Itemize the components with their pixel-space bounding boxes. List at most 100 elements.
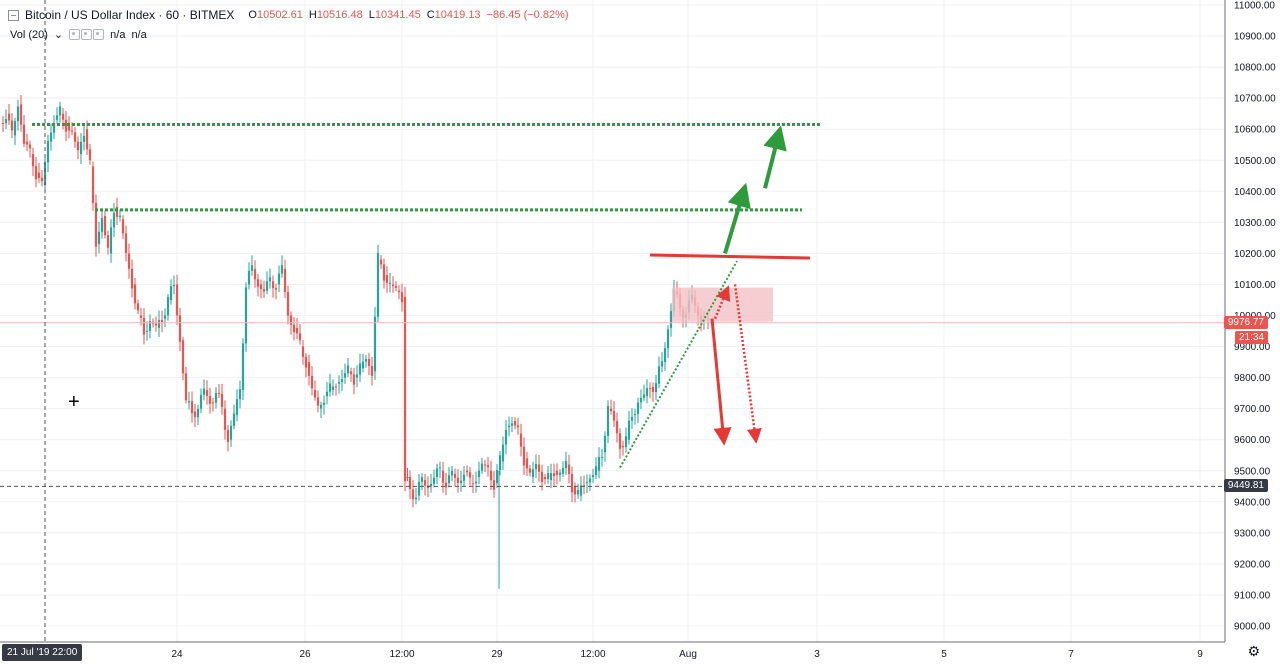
volume-label[interactable]: Vol (20): [10, 28, 48, 41]
candle-body: [304, 356, 308, 368]
collapse-legend-icon[interactable]: [8, 9, 19, 21]
y-tick-label: 9200.00: [1234, 559, 1271, 570]
candle-body: [438, 467, 442, 469]
y-tick-label: 10800.00: [1234, 63, 1276, 74]
candle-body: [450, 470, 454, 476]
candle-body: [319, 404, 323, 409]
candle-body: [136, 303, 140, 311]
candle-body: [85, 129, 89, 150]
crosshair-price-tag: 9449.81: [1223, 479, 1268, 493]
candle-body: [636, 402, 640, 415]
candle-body: [118, 215, 122, 217]
candle-body: [313, 390, 317, 398]
candle-body: [334, 386, 338, 388]
high-value: H10516.48: [308, 9, 363, 21]
candle-body: [1, 122, 5, 124]
candle-body: [606, 406, 610, 436]
candle-body: [564, 461, 568, 469]
y-tick-label: 9000.00: [1234, 622, 1271, 633]
candle-body: [480, 463, 484, 471]
last-price-tag: 9976.77: [1223, 315, 1268, 329]
y-tick-label: 9400.00: [1234, 497, 1271, 508]
candle-body: [660, 361, 664, 367]
candle-body: [400, 292, 404, 303]
crosshair-time-tag: 21 Jul '19 22:00: [2, 644, 83, 661]
candle-body: [376, 253, 380, 317]
candle-body: [352, 374, 356, 385]
candle-body: [546, 473, 550, 480]
candle-body: [423, 480, 427, 486]
y-tick-label: 10900.00: [1234, 32, 1276, 43]
symbol-title[interactable]: Bitcoin / US Dollar Index · 60 · BITMEX: [25, 8, 235, 22]
candle-body: [274, 288, 278, 290]
candle-body: [489, 470, 493, 481]
y-tick-label: 9100.00: [1234, 590, 1271, 601]
y-tick-label: 10300.00: [1234, 218, 1276, 229]
candle-body: [522, 446, 526, 466]
candle-body: [525, 458, 529, 469]
x-tick-label: 3: [814, 649, 820, 660]
candle-body: [417, 481, 421, 496]
candle-body: [226, 429, 230, 442]
candle-body: [355, 374, 359, 378]
candle-body: [37, 172, 41, 178]
candle-body: [627, 420, 631, 440]
candle-body: [645, 388, 649, 397]
close-icon[interactable]: [93, 29, 105, 40]
candle-body: [519, 433, 523, 447]
eye-icon[interactable]: [69, 29, 81, 40]
volume-legend: Vol (20) ⌄ n/a n/a: [10, 28, 147, 42]
candle-body: [268, 277, 272, 282]
candle-body: [229, 425, 233, 440]
gear-icon[interactable]: [81, 29, 93, 40]
candle-body: [579, 485, 583, 496]
candle-body: [648, 388, 652, 390]
candle-body: [558, 472, 562, 475]
candle-body: [238, 389, 242, 400]
candle-body: [70, 130, 74, 132]
candle-body: [76, 141, 80, 151]
candle-body: [205, 390, 209, 396]
crosshair-cursor-icon: +: [68, 391, 80, 413]
candle-body: [181, 340, 185, 374]
candle-body: [322, 402, 326, 405]
candle-body: [669, 311, 673, 328]
candle-body: [139, 315, 143, 318]
volume-settings-icons[interactable]: [69, 29, 105, 40]
red-arrow-2: [713, 285, 731, 320]
candle-body: [100, 218, 104, 232]
candle-body: [429, 483, 433, 487]
candle-body: [208, 395, 212, 404]
candle-body: [43, 162, 47, 186]
candle-body: [573, 486, 577, 495]
candle-body: [657, 366, 661, 384]
candle-body: [555, 470, 559, 475]
candle-body: [22, 124, 26, 144]
candle-body: [130, 268, 134, 289]
candle-body: [103, 216, 107, 236]
candle-body: [295, 327, 299, 334]
x-tick-label: 29: [491, 649, 503, 660]
change-value: −86.45 (−0.82%): [486, 9, 569, 21]
candle-body: [474, 481, 478, 484]
close-value: C10419.13: [426, 9, 481, 21]
y-tick-label: 9600.00: [1234, 435, 1271, 446]
candle-body: [52, 125, 56, 133]
candle-body: [253, 268, 257, 280]
chevron-down-icon[interactable]: ⌄: [53, 29, 64, 41]
candle-body: [510, 423, 514, 426]
candle-body: [414, 497, 418, 500]
candle-body: [513, 421, 517, 426]
candle-body: [639, 397, 643, 403]
candle-body: [34, 166, 38, 180]
chart-settings-gear-icon[interactable]: ⚙: [1247, 643, 1260, 659]
candle-body: [624, 436, 628, 448]
candle-body: [498, 455, 502, 471]
candle-body: [307, 362, 311, 376]
candle-body: [391, 284, 395, 287]
candle-body: [112, 212, 116, 228]
candle-body: [588, 478, 592, 483]
green-arrow-1: [723, 182, 751, 254]
candle-body: [187, 401, 191, 403]
